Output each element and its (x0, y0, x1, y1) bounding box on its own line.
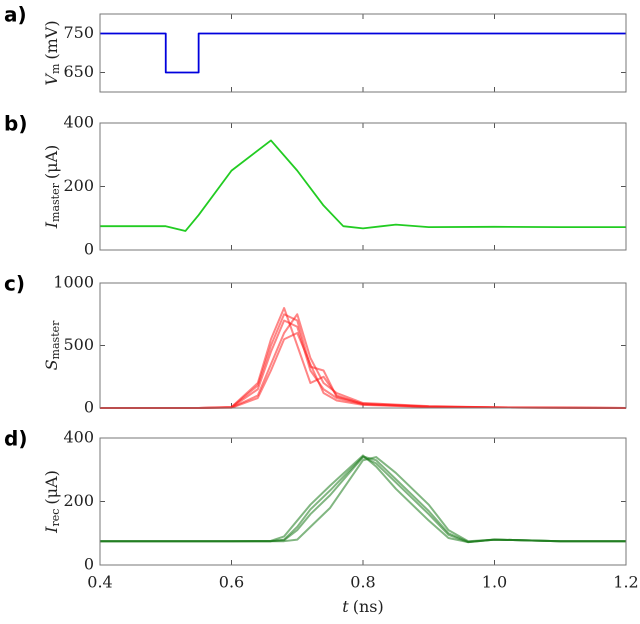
series-line (100, 456, 626, 543)
y-tick-label: 650 (63, 62, 94, 81)
series-line (100, 32, 626, 74)
series-line (100, 139, 626, 232)
label-symbol: I (42, 526, 61, 534)
plot-frame (99, 437, 627, 566)
label-subscript: master (49, 182, 62, 222)
label-unit: (μA) (42, 145, 61, 179)
series-line (100, 454, 626, 544)
panel-label: a) (4, 3, 27, 27)
label-symbol: I (42, 221, 61, 229)
y-tick-label: 400 (63, 428, 94, 447)
series-line (100, 313, 627, 409)
y-axis-label: Vm (mV) (42, 20, 63, 85)
panel-label: d) (4, 427, 27, 451)
y-axis-label: Imaster (μA) (42, 145, 63, 230)
x-tick-label: 0.6 (219, 573, 244, 592)
label-subscript: rec (49, 509, 62, 527)
y-tick-label: 0 (84, 240, 94, 259)
label-unit: (ns) (353, 597, 384, 616)
x-tick-label: 0.8 (350, 573, 375, 592)
y-axis-label: Irec (μA) (42, 470, 63, 534)
plot-frame (99, 13, 627, 93)
x-axis-label: t (ns) (342, 597, 383, 616)
plot-frame (99, 282, 627, 409)
label-unit: (μA) (42, 470, 61, 504)
label-subscript: m (49, 63, 62, 74)
y-tick-label: 1000 (53, 273, 94, 292)
label-symbol: S (42, 359, 61, 370)
series-line (100, 319, 627, 409)
series-line (100, 313, 627, 409)
series-line (100, 307, 627, 409)
label-unit: (mV) (42, 20, 61, 59)
y-tick-label: 0 (84, 398, 94, 417)
y-tick-label: 200 (63, 176, 94, 195)
series-line (100, 456, 626, 544)
label-symbol: t (342, 597, 349, 616)
y-axis-label: Smaster (42, 320, 63, 371)
y-tick-label: 750 (63, 23, 94, 42)
y-tick-label: 0 (84, 555, 94, 574)
y-tick-label: 200 (63, 491, 94, 510)
panel-label: c) (4, 272, 25, 296)
x-tick-label: 1.2 (613, 573, 638, 592)
label-subscript: master (49, 320, 62, 360)
x-tick-label: 0.4 (87, 573, 112, 592)
label-symbol: V (42, 73, 61, 86)
series-line (100, 455, 626, 543)
y-tick-label: 500 (63, 335, 94, 354)
panel-label: b) (4, 112, 27, 136)
y-tick-label: 400 (63, 113, 94, 132)
plot-frame (99, 122, 627, 251)
series-line (100, 332, 627, 409)
x-tick-label: 1.0 (482, 573, 507, 592)
